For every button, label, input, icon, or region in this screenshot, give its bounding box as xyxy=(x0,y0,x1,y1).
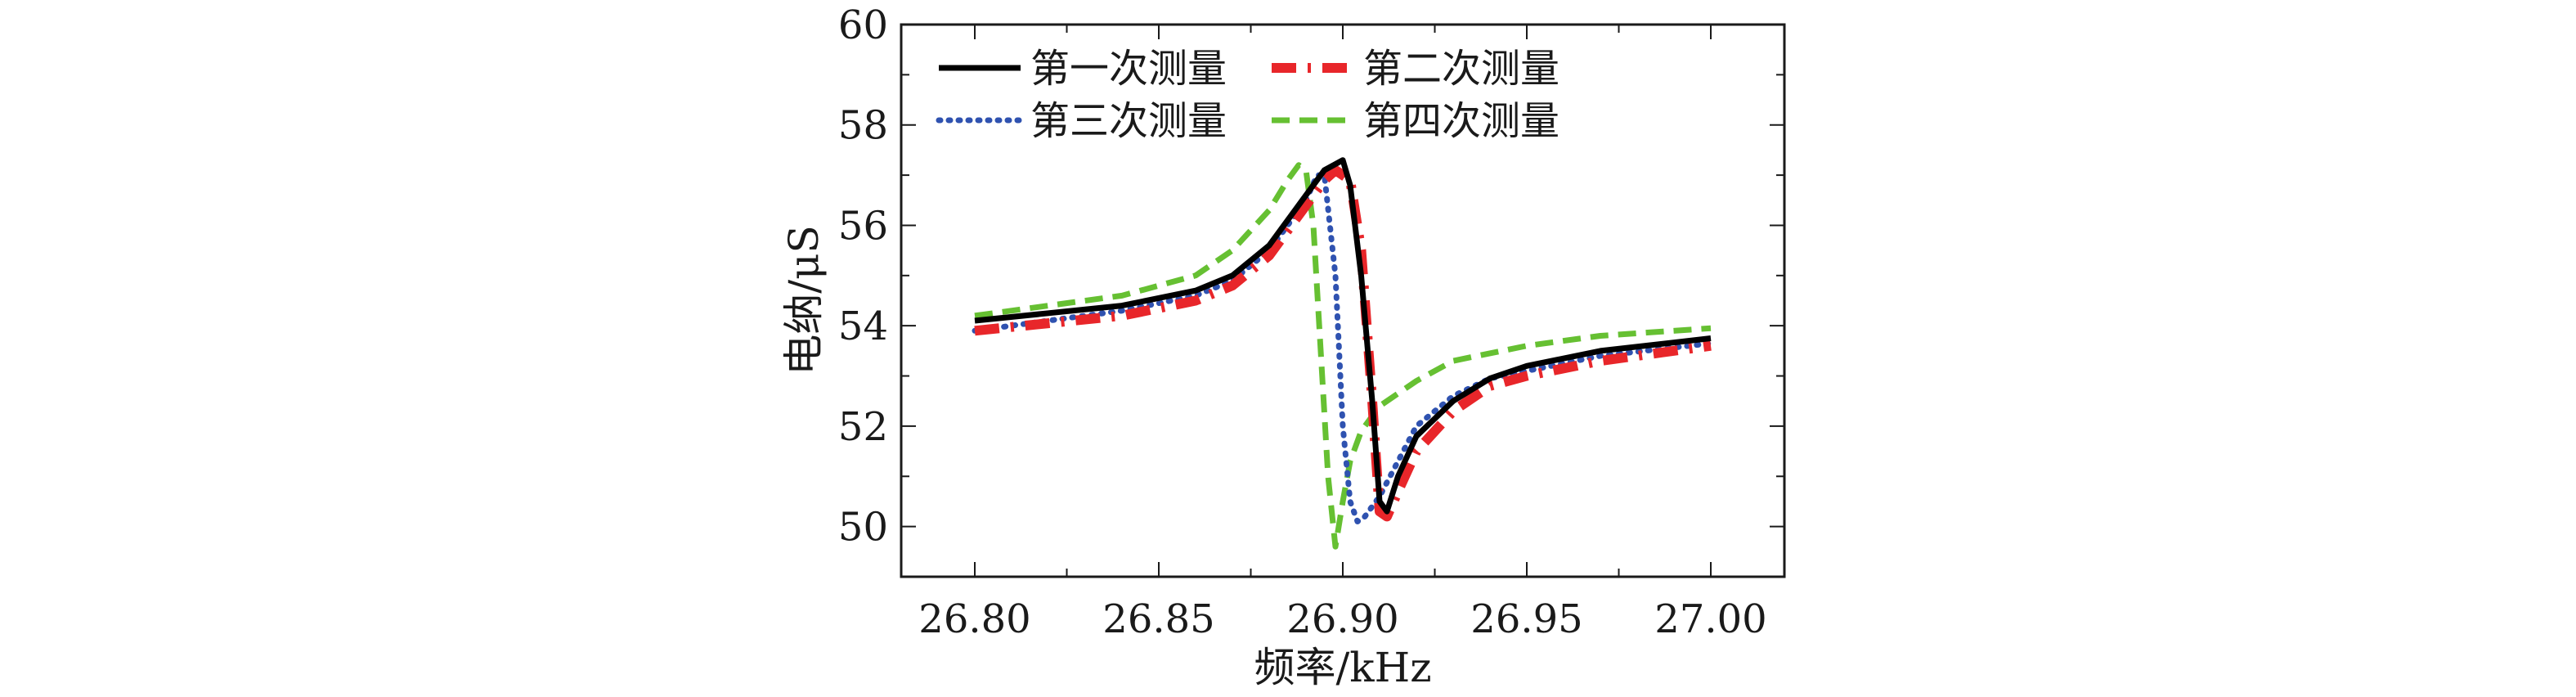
series-line-1 xyxy=(974,157,1712,515)
y-tick-label: 56 xyxy=(838,203,888,249)
legend-label-3: 第三次测量 xyxy=(1030,98,1227,144)
x-tick-label: 26.80 xyxy=(918,596,1030,642)
y-tick-label: 52 xyxy=(838,404,888,450)
legend-label-2: 第二次测量 xyxy=(1363,46,1560,92)
x-tick-label: 26.95 xyxy=(1470,596,1582,642)
y-tick-label: 60 xyxy=(838,2,888,48)
x-axis-title: 频率/kHz xyxy=(1254,644,1431,691)
axis-tick-labels: 26.80 26.85 26.90 26.95 27.00 50 52 54 56 58 60 xyxy=(838,2,1767,642)
legend-label-1: 第一次测量 xyxy=(1030,46,1227,92)
legend-label-4: 第四次测量 xyxy=(1363,98,1560,144)
series-line-3 xyxy=(972,172,1714,524)
series-layer xyxy=(972,157,1714,550)
y-tick-label: 50 xyxy=(838,505,888,551)
axis-ticks xyxy=(901,24,1784,578)
x-tick-label: 27.00 xyxy=(1654,596,1766,642)
series-line-2 xyxy=(974,165,1712,522)
y-tick-label: 54 xyxy=(838,304,888,349)
x-tick-label: 26.85 xyxy=(1102,596,1214,642)
series-line-4 xyxy=(974,162,1712,550)
y-tick-label: 58 xyxy=(838,103,888,149)
y-axis-title: 电纳/μS xyxy=(780,225,828,375)
x-tick-label: 26.90 xyxy=(1286,596,1398,642)
